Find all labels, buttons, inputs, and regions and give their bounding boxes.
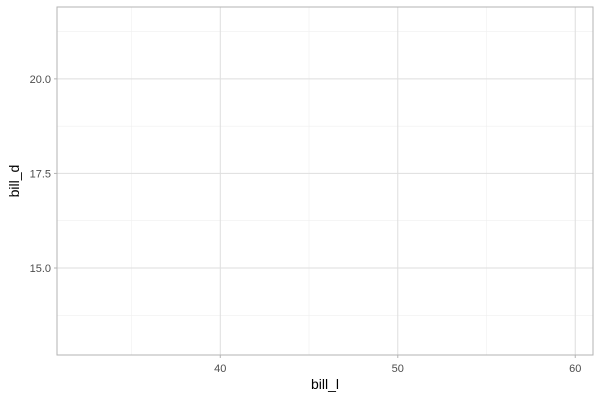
x-tick-label: 50 [392, 363, 404, 375]
minor-grid [57, 7, 593, 355]
x-tick-label: 60 [569, 363, 581, 375]
x-axis-title: bill_l [311, 376, 339, 392]
major-grid [57, 7, 593, 355]
y-axis-title: bill_d [6, 165, 22, 198]
y-tick-label: 17.5 [30, 168, 51, 180]
panel-border [56, 6, 594, 356]
x-axis-ticks: 40 50 60 [214, 355, 581, 375]
x-tick-label: 40 [214, 363, 226, 375]
y-axis-ticks: 15.0 17.5 20.0 [30, 74, 57, 275]
y-tick-label: 15.0 [30, 263, 51, 275]
y-tick-label: 20.0 [30, 74, 51, 86]
